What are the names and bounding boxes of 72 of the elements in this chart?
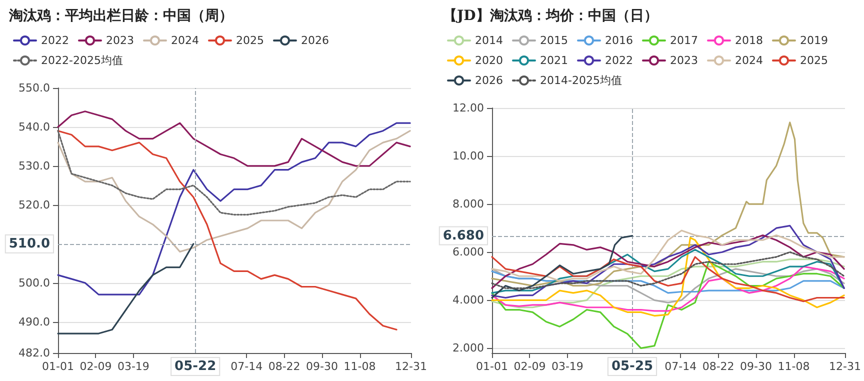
x-tick-label: 01-01 [42, 360, 74, 373]
x-tick-label: 02-09 [80, 360, 112, 373]
legend-label: 2026 [300, 34, 329, 47]
x-tick-label: 12-31 [395, 360, 428, 373]
line-series [57, 243, 194, 334]
line-series [57, 130, 398, 330]
legend-label: 2023 [670, 54, 698, 67]
legend-label: 2015 [540, 34, 568, 47]
line-series [491, 234, 845, 289]
line-series [491, 234, 634, 299]
chart-title: 【JD】淘汰鸡：均价：中国（日） [443, 8, 658, 24]
legend-label: 2020 [475, 54, 503, 67]
legend-label: 2016 [604, 34, 633, 47]
line-series [491, 270, 845, 294]
y-tick-label: 490.0 [18, 315, 50, 328]
legend-label: 2025 [800, 54, 828, 67]
x-tick-label: 09-30 [306, 360, 338, 373]
legend-label: 2022 [41, 34, 69, 47]
y-tick-label: 6.000 [452, 246, 484, 259]
x-tick-label: 03-19 [117, 360, 150, 373]
line-series [491, 122, 845, 287]
x-tick-label: 11-08 [344, 360, 376, 373]
ref-line-label: 05-22 [174, 359, 216, 374]
x-tick-label: 09-30 [740, 360, 772, 373]
line-series [491, 266, 845, 312]
legend-label: 2026 [475, 74, 503, 87]
x-tick-label: 01-01 [476, 360, 508, 373]
legend-label: 2018 [734, 34, 763, 47]
legend-label: 2014 [475, 34, 503, 47]
line-series [491, 236, 845, 317]
x-tick-label: 08-22 [268, 360, 300, 373]
x-tick-label: 07-14 [230, 360, 263, 373]
legend-label: 2021 [540, 54, 568, 67]
legend-label: 2019 [800, 34, 828, 47]
y-tick-label: 550.0 [18, 82, 50, 94]
ref-line-label: 05-25 [611, 359, 654, 374]
y-tick-label: 500.0 [18, 276, 50, 290]
x-tick-label: 07-14 [664, 360, 697, 373]
line-series [57, 110, 411, 167]
line-series [491, 224, 845, 299]
x-tick-label: 12-31 [829, 360, 862, 373]
x-tick-label: 08-22 [702, 360, 734, 373]
y-tick-label: 8.000 [452, 198, 484, 211]
ref-line-label: 510.0 [8, 236, 50, 252]
legend-label: 2024 [170, 34, 199, 47]
y-tick-label: 12.00 [452, 102, 484, 114]
y-tick-label: 482.0 [18, 346, 50, 360]
y-tick-label: 530.0 [18, 159, 50, 172]
line-series [57, 130, 411, 216]
x-tick-label: 11-08 [778, 360, 810, 373]
legend-label: 2024 [734, 54, 763, 67]
y-tick-label: 4.000 [452, 294, 484, 307]
legend-label: 2025 [236, 34, 264, 47]
legend-label: 2022-2025均值 [41, 54, 123, 67]
line-series [57, 130, 411, 252]
legend-label: 2017 [670, 34, 698, 47]
legend-label: 2022 [604, 54, 633, 67]
x-tick-label: 03-19 [551, 360, 584, 373]
legend-label: 2023 [106, 34, 134, 47]
x-tick-label: 02-09 [514, 360, 546, 373]
line-series [57, 122, 411, 296]
line-series [491, 230, 845, 282]
legend-label: 2014-2025均值 [540, 74, 622, 87]
line-series [491, 258, 845, 308]
y-tick-label: 520.0 [18, 198, 50, 212]
line-series [491, 256, 845, 302]
line-series [491, 260, 845, 349]
ref-line-label: 6.680 [442, 228, 484, 244]
y-tick-label: 540.0 [18, 120, 50, 134]
y-tick-label: 10.00 [452, 150, 484, 163]
chart-title: 淘汰鸡：平均出栏日龄：中国（周） [8, 8, 233, 24]
y-tick-label: 2.000 [452, 342, 484, 355]
